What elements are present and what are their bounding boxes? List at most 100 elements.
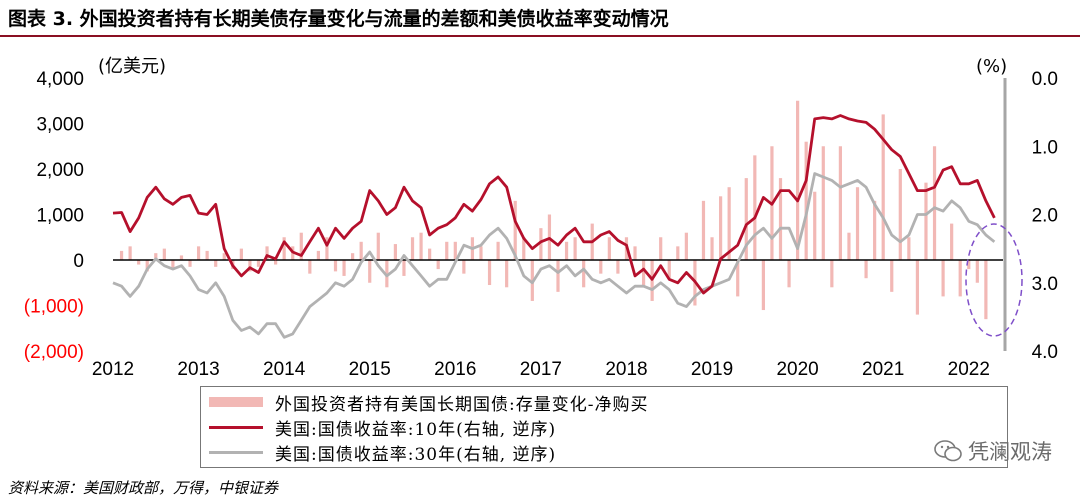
right-tick-label: 1.0 — [1032, 137, 1058, 158]
bar — [171, 260, 175, 270]
wechat-icon — [934, 440, 962, 462]
bar — [556, 260, 560, 292]
bar — [402, 260, 406, 276]
bar — [924, 182, 928, 260]
bar — [539, 228, 543, 260]
right-tick-label: 2.0 — [1032, 206, 1058, 227]
bar — [932, 146, 937, 260]
left-tick-label: 3,000 — [36, 115, 84, 136]
bar — [256, 260, 261, 267]
bar — [513, 200, 517, 260]
watermark: 凭澜观涛 — [934, 436, 1052, 466]
bar — [958, 260, 962, 297]
bar — [393, 244, 398, 260]
bar — [573, 237, 577, 260]
bar — [222, 253, 226, 260]
bar — [522, 237, 526, 260]
bar — [239, 248, 243, 260]
bar — [659, 237, 663, 260]
bar — [154, 253, 158, 260]
x-tick-label: 2018 — [605, 359, 647, 380]
bar — [428, 248, 432, 260]
x-tick-label: 2021 — [862, 359, 904, 380]
right-tick-label: 0.0 — [1032, 69, 1058, 90]
axes — [113, 78, 1007, 351]
bar — [753, 155, 757, 260]
bar — [419, 232, 423, 260]
bar — [787, 260, 791, 288]
bar — [496, 241, 500, 260]
bar — [316, 250, 320, 260]
bar — [273, 260, 278, 265]
bar — [179, 255, 184, 260]
bar — [359, 241, 363, 260]
x-tick-label: 2013 — [177, 359, 219, 380]
bar — [333, 260, 338, 272]
bar — [813, 191, 817, 260]
bar — [915, 260, 920, 315]
bar — [701, 200, 706, 260]
x-tick-label: 2015 — [349, 359, 391, 380]
bar — [641, 260, 646, 288]
bar — [796, 100, 800, 260]
x-tick-label: 2019 — [691, 359, 733, 380]
bar — [975, 260, 979, 283]
bar — [804, 141, 808, 260]
bar — [847, 232, 851, 260]
right-tick-label: 4.0 — [1032, 342, 1058, 363]
bar — [351, 253, 355, 260]
bar — [479, 246, 483, 260]
line-10y — [112, 114, 996, 295]
bar — [188, 260, 192, 267]
bar — [727, 187, 731, 260]
bar — [299, 232, 303, 260]
legend-item-10y: 美国:国债收益率:10年(右轴, 逆序) — [209, 415, 556, 440]
bar — [308, 260, 312, 274]
bar — [616, 260, 620, 274]
bar — [445, 241, 449, 260]
right-axis-ticks: 0.0 1.0 2.0 3.0 4.0 — [1032, 69, 1058, 363]
highlight-ellipse — [965, 223, 1023, 337]
figure-title: 图表 3. 外国投资者持有长期美债存量变化与流量的差额和美债收益率变动情况 — [8, 8, 669, 30]
bar — [453, 241, 457, 260]
bar — [778, 178, 783, 260]
bar — [607, 237, 611, 260]
left-tick-label: 4,000 — [36, 69, 84, 90]
title-rule — [0, 35, 1080, 37]
x-tick-label: 2012 — [92, 359, 134, 380]
bar — [564, 241, 569, 260]
bar — [633, 246, 637, 260]
bar — [376, 232, 380, 260]
right-tick-label: 3.0 — [1032, 274, 1058, 295]
legend-label-30y: 美国:国债收益率:30年(右轴, 逆序) — [275, 444, 557, 465]
left-tick-label: 2,000 — [36, 160, 84, 181]
bar — [505, 260, 509, 288]
bar — [761, 260, 765, 311]
x-tick-label: 2017 — [520, 359, 562, 380]
legend-item-30y: 美国:国债收益率:30年(右轴, 逆序) — [209, 440, 557, 465]
bars-series — [119, 100, 988, 320]
bar — [838, 146, 843, 260]
bar — [821, 146, 825, 260]
bar — [950, 223, 954, 260]
left-tick-label: 0 — [73, 251, 84, 272]
bar — [864, 260, 868, 279]
left-tick-label: (2,000) — [24, 342, 84, 363]
left-axis-ticks: 4,000 3,000 2,000 1,000 0 (1,000) (2,000) — [24, 69, 84, 363]
bar — [676, 246, 680, 260]
bar — [744, 178, 748, 260]
bar — [984, 260, 988, 320]
bar — [385, 260, 389, 288]
chart: 4,000 3,000 2,000 1,000 0 (1,000) (2,000) 0.0 1… — [24, 56, 1058, 380]
bar — [325, 237, 329, 260]
right-axis-unit-label: (%) — [976, 56, 1007, 77]
bar — [967, 260, 971, 270]
lines-series — [112, 114, 996, 339]
bar — [196, 246, 201, 260]
bar — [487, 260, 492, 286]
bar — [119, 250, 124, 260]
legend-swatch-30y — [209, 450, 263, 454]
bar — [145, 260, 149, 272]
bar — [855, 187, 860, 260]
bar — [410, 237, 415, 260]
